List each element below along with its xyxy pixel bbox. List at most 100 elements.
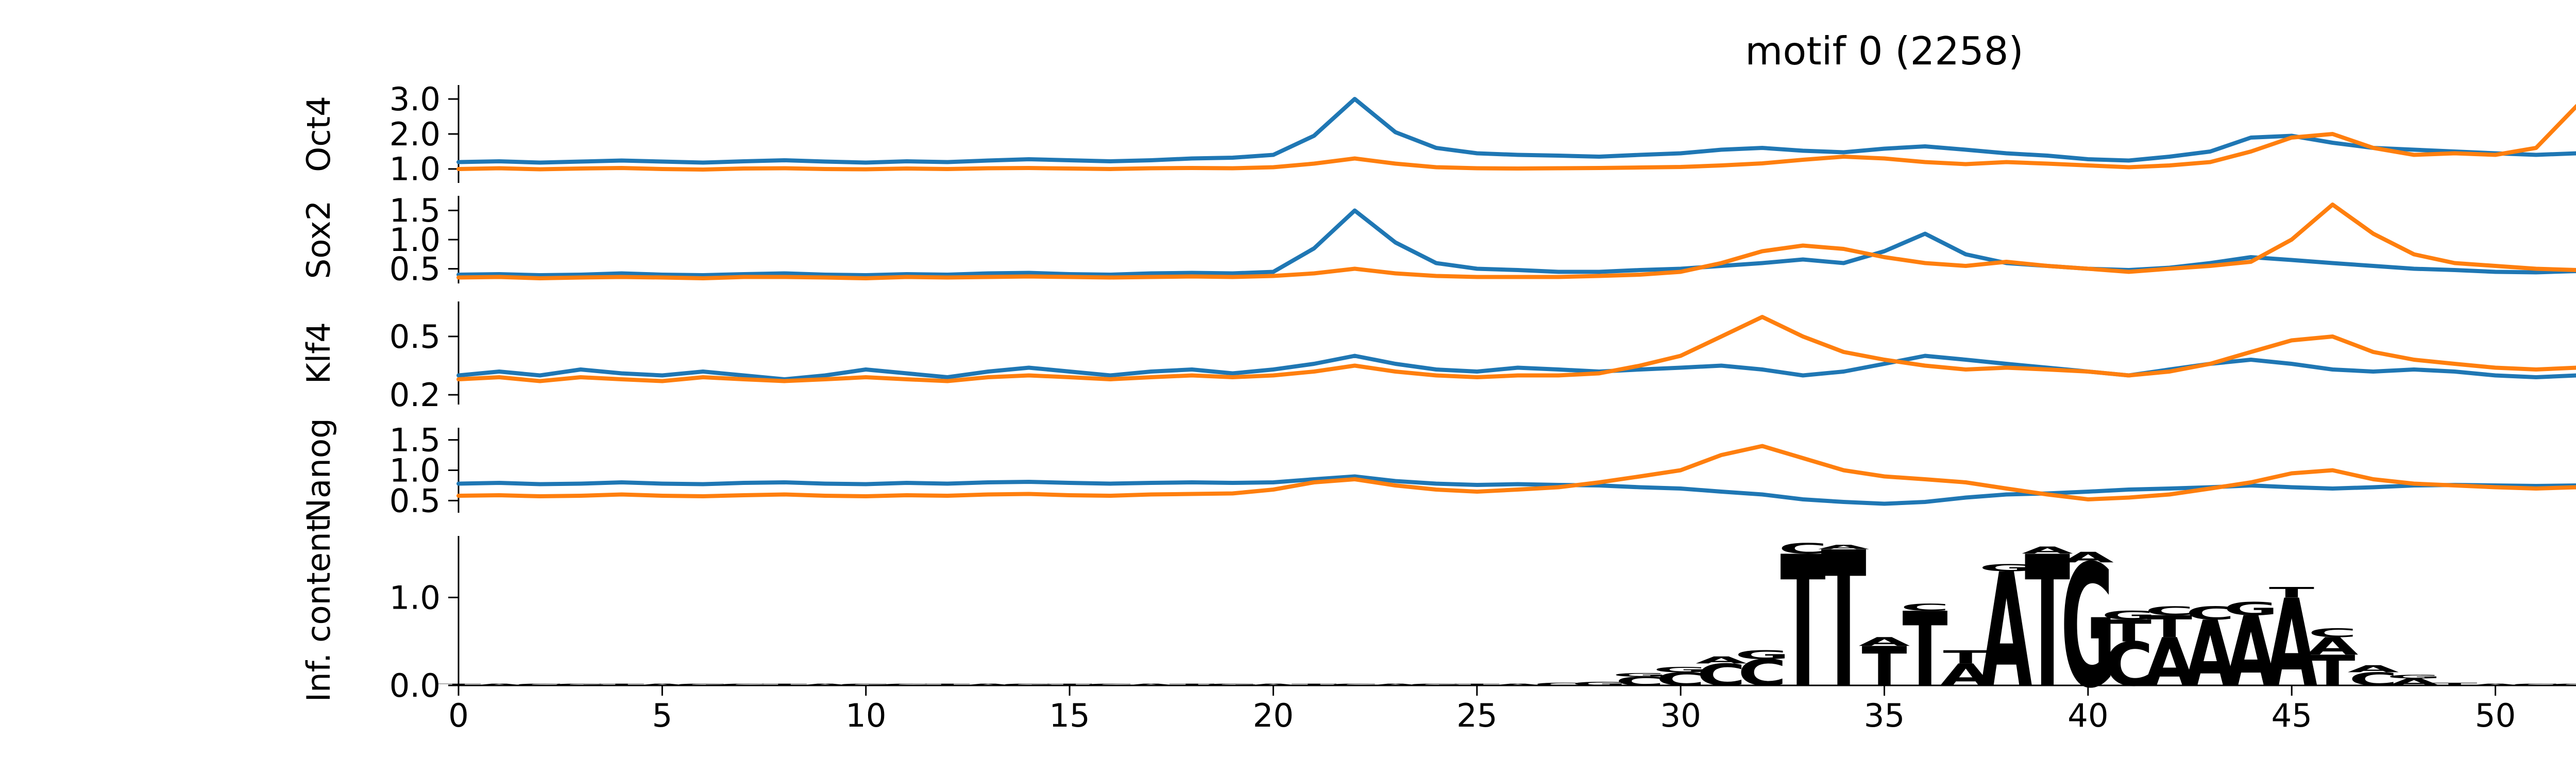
logo-letter-A: A bbox=[1125, 683, 1177, 686]
logo-letter-T: T bbox=[1943, 647, 1989, 668]
logo-letter-T: T bbox=[2269, 584, 2314, 601]
logo-letter-C: C bbox=[516, 683, 565, 686]
logo-letter-G: G bbox=[1735, 648, 1789, 662]
x-tick-label: 45 bbox=[2271, 697, 2312, 734]
logo-letter-T: T bbox=[2432, 682, 2477, 686]
logo-letter-G: G bbox=[1613, 672, 1667, 678]
logo-letter-T: T bbox=[2106, 614, 2151, 649]
logo-letter-A: A bbox=[1940, 658, 1992, 693]
x-tick-label: 0 bbox=[448, 697, 469, 734]
logo-letter-C: C bbox=[1697, 658, 1746, 693]
logo-letter-G: G bbox=[2102, 608, 2156, 622]
y-axis-label-sox2: Sox2 bbox=[300, 200, 337, 279]
series-line-orange-nanog bbox=[456, 444, 2576, 502]
series-line-orange-sox2 bbox=[456, 203, 2576, 280]
logo-letter-G: G bbox=[675, 683, 730, 686]
logo-letter-T: T bbox=[2147, 609, 2192, 644]
logo-letter-C: C bbox=[1738, 652, 1787, 694]
logo-letter-C: C bbox=[2186, 603, 2235, 624]
logo-letter-C: C bbox=[1086, 683, 1135, 686]
y-tick-label: 0.0 bbox=[389, 667, 440, 704]
panel-oct4: 1.02.03.0 Oct4 bbox=[300, 80, 2576, 188]
x-tick-label: 20 bbox=[1253, 697, 1294, 734]
logo-letter-A: A bbox=[1370, 683, 1421, 686]
panel-klf4: 0.2 0.5 Klf4 bbox=[300, 301, 2576, 414]
x-tick-label: 5 bbox=[652, 697, 672, 734]
logo-letter-T: T bbox=[1291, 683, 1336, 686]
y-tick-label: 0.5 bbox=[389, 250, 440, 288]
y-axis-label-klf4: Klf4 bbox=[300, 322, 337, 384]
logo-letter-A: A bbox=[473, 683, 525, 686]
logo-letter-A: A bbox=[1492, 683, 1544, 686]
y-tick-label: 1.5 bbox=[389, 192, 440, 229]
logo-letter-T: T bbox=[761, 683, 807, 686]
x-tick-label: 25 bbox=[1456, 697, 1498, 734]
logo-letter-G: G bbox=[838, 683, 893, 686]
logo-letter-G: G bbox=[1653, 665, 1708, 674]
x-tick-label: 50 bbox=[2475, 697, 2516, 734]
series-line-blue-klf4 bbox=[456, 354, 2576, 381]
logo-letter-C: C bbox=[2145, 604, 2194, 618]
y-axis-label-nanog: Nanog bbox=[300, 418, 337, 523]
logo-letter-A: A bbox=[800, 683, 851, 686]
logo-letter-A: A bbox=[1248, 683, 1299, 686]
logo-letter-A: A bbox=[1859, 635, 1910, 649]
logo-letter-T: T bbox=[1821, 513, 1867, 730]
logo-letter-C: C bbox=[1901, 602, 1950, 613]
chart-title: motif 0 (2258) bbox=[1745, 28, 2023, 74]
series-line-orange-klf4 bbox=[456, 315, 2576, 383]
logo-letter-G: G bbox=[1979, 562, 2034, 574]
x-tick-label: 10 bbox=[845, 697, 887, 734]
logo-letter-T: T bbox=[2025, 518, 2071, 728]
y-tick-label: 0.2 bbox=[389, 376, 440, 414]
series-line-blue-nanog bbox=[456, 474, 2576, 506]
logo-letter-T: T bbox=[599, 683, 644, 686]
series-line-blue-sox2 bbox=[456, 208, 2576, 278]
series-line-orange-oct4 bbox=[456, 104, 2576, 172]
logo-letter-C: C bbox=[2512, 683, 2561, 686]
y-axis-label-inf-content: Inf. content bbox=[300, 519, 337, 702]
y-tick-label: 2.0 bbox=[389, 115, 440, 153]
logo-letter-A: A bbox=[1981, 541, 2032, 723]
logo-letter-A: A bbox=[962, 683, 1014, 686]
logo-letter-A: A bbox=[2144, 624, 2195, 701]
logo-letter-A: A bbox=[2225, 596, 2277, 709]
panel-sox2: 0.51.01.5 Sox2 bbox=[300, 192, 2576, 288]
logo-letter-G: G bbox=[1002, 683, 1056, 686]
logo-letter-T: T bbox=[1902, 590, 1947, 710]
logo-letter-T: T bbox=[436, 683, 481, 686]
logo-letter-A: A bbox=[2022, 545, 2073, 556]
logo-letter-T: T bbox=[1047, 683, 1092, 686]
logo-letter-T: T bbox=[925, 683, 970, 686]
y-tick-label: 3.0 bbox=[389, 80, 440, 118]
logo-letter-C: C bbox=[883, 683, 931, 686]
logo-letter-G: G bbox=[2386, 674, 2441, 680]
y-tick-label: 1.0 bbox=[389, 579, 440, 616]
logo-letter-A: A bbox=[2184, 602, 2236, 707]
logo-letter-C: C bbox=[719, 683, 768, 686]
logo-letter-C: C bbox=[2349, 669, 2398, 690]
y-tick-label: 0.5 bbox=[389, 318, 440, 356]
logo-letter-G: G bbox=[1409, 683, 1463, 686]
logo-letter-C: C bbox=[2105, 630, 2154, 700]
logo-letter-T: T bbox=[2310, 647, 2355, 696]
logo-letter-A: A bbox=[2307, 632, 2359, 660]
logo-letter-G: G bbox=[553, 683, 608, 686]
logo-letter-C: C bbox=[1534, 682, 1583, 686]
panel-nanog: 0.51.01.5 Nanog bbox=[300, 418, 2576, 523]
logo-letter-A: A bbox=[1818, 544, 1870, 551]
logo-letter-A: A bbox=[637, 683, 688, 686]
logo-letter-G: G bbox=[1572, 681, 1626, 686]
y-tick-label: 0.5 bbox=[389, 482, 440, 519]
x-tick-label: 30 bbox=[1660, 697, 1701, 734]
y-tick-label: 1.0 bbox=[389, 451, 440, 489]
y-axis-label-oct4: Oct4 bbox=[300, 96, 337, 172]
logo-letter-C: C bbox=[1330, 683, 1379, 686]
series-line-blue-oct4 bbox=[456, 97, 2576, 165]
y-tick-label: 1.5 bbox=[389, 421, 440, 459]
logo-letter-C: C bbox=[2308, 626, 2357, 640]
x-tick-label: 40 bbox=[2067, 697, 2109, 734]
